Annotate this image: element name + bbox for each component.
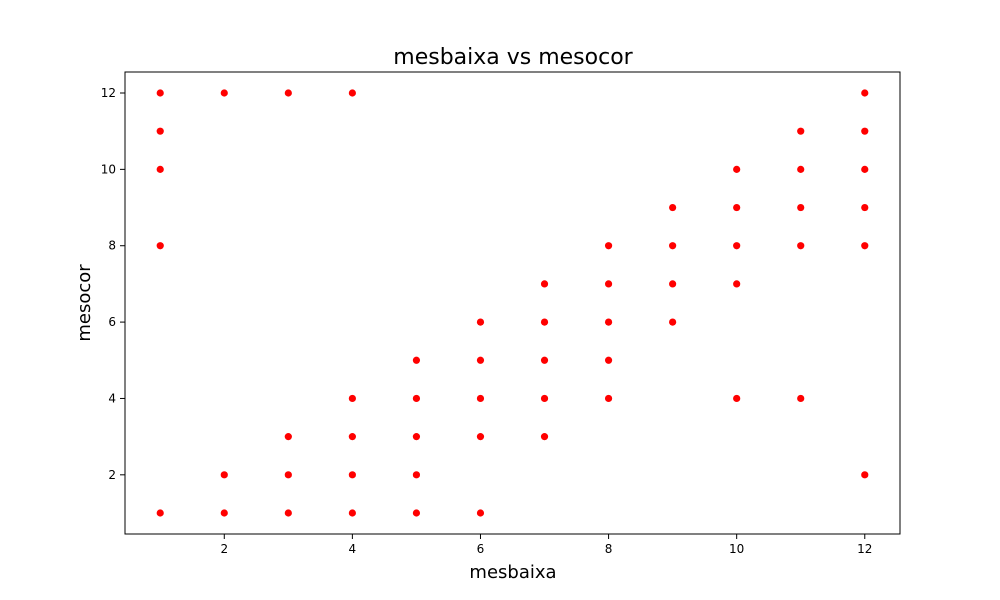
data-point [156, 127, 164, 135]
x-tick-label: 8 [605, 542, 613, 556]
data-point [861, 242, 869, 250]
x-axis-label: mesbaixa [469, 562, 556, 583]
data-point [669, 242, 677, 250]
data-point [348, 433, 356, 441]
data-point [540, 356, 549, 364]
data-point [604, 394, 613, 403]
x-tick-label: 6 [477, 542, 485, 556]
data-point [412, 394, 421, 403]
data-point [284, 471, 292, 479]
data-point [348, 394, 356, 403]
data-point [733, 242, 741, 250]
y-tick-label: 8 [108, 239, 116, 253]
data-point [348, 89, 356, 97]
data-point [284, 433, 292, 441]
data-point [476, 433, 485, 441]
data-point [540, 318, 549, 326]
data-point [861, 471, 869, 479]
y-axis-label: mesocor [74, 264, 95, 342]
data-point [284, 509, 292, 517]
data-point [733, 280, 741, 288]
data-point [797, 127, 805, 135]
data-point [220, 89, 228, 97]
data-point [797, 203, 805, 212]
x-tick-label: 2 [220, 542, 228, 556]
data-point [284, 89, 292, 97]
data-point [604, 318, 613, 326]
data-point [540, 394, 549, 403]
x-tick-label: 10 [729, 542, 744, 556]
data-point [669, 203, 677, 212]
y-tick-label: 6 [108, 315, 116, 329]
data-point [669, 280, 677, 288]
data-point [861, 127, 869, 135]
data-point [156, 242, 164, 250]
data-point [797, 165, 805, 173]
y-tick-label: 4 [108, 391, 116, 405]
data-point [733, 203, 741, 212]
data-point [669, 318, 677, 326]
data-point [156, 509, 164, 517]
data-point [156, 89, 164, 97]
data-point [348, 471, 356, 479]
y-tick-label: 2 [108, 468, 116, 482]
data-point [540, 280, 549, 288]
data-point [604, 280, 613, 288]
data-point [476, 356, 485, 364]
data-point [476, 318, 485, 326]
data-point [733, 394, 741, 403]
x-tick-label: 4 [349, 542, 357, 556]
plot-frame [124, 71, 901, 535]
data-point [797, 242, 805, 250]
data-point [861, 203, 869, 212]
data-points [156, 89, 869, 517]
data-point [412, 433, 421, 441]
data-point [412, 509, 421, 517]
data-point [604, 242, 613, 250]
data-point [861, 165, 869, 173]
data-point [733, 165, 741, 173]
data-point [476, 509, 485, 517]
data-point [861, 89, 869, 97]
data-point [797, 394, 805, 403]
data-point [412, 471, 421, 479]
x-axis-ticks: 2 4 6 8 10 12 [220, 534, 872, 556]
data-point [476, 394, 485, 403]
data-point [412, 356, 421, 364]
data-point [604, 356, 613, 364]
data-point [540, 433, 549, 441]
y-tick-label: 10 [101, 162, 116, 176]
data-point [156, 165, 164, 173]
data-point [220, 509, 228, 517]
x-tick-label: 12 [857, 542, 872, 556]
chart-title: mesbaixa vs mesocor [393, 45, 633, 70]
y-axis-ticks: 2 4 6 8 10 12 [101, 86, 125, 482]
y-tick-label: 12 [101, 86, 116, 100]
data-point [348, 509, 356, 517]
data-point [220, 471, 228, 479]
